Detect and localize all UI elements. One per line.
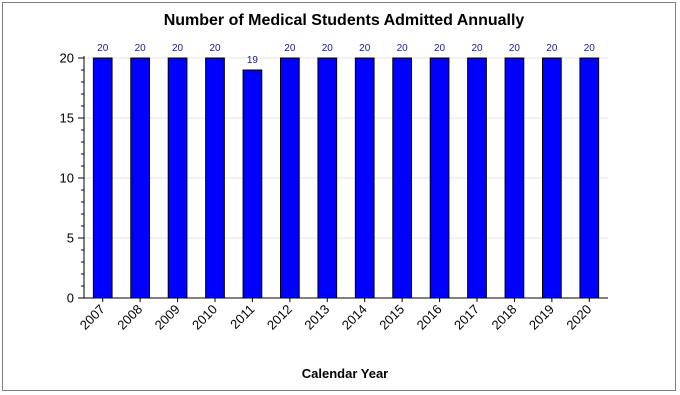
chart-title: Number of Medical Students Admitted Annu… bbox=[164, 12, 525, 29]
data-label: 20 bbox=[434, 43, 446, 54]
data-label: 20 bbox=[97, 43, 109, 54]
x-tick-label: 2010 bbox=[189, 302, 220, 333]
bar bbox=[542, 57, 562, 299]
data-label: 20 bbox=[359, 43, 371, 54]
bar bbox=[242, 69, 263, 299]
bar bbox=[167, 57, 188, 299]
x-tick-label: 2020 bbox=[563, 302, 594, 333]
data-label: 20 bbox=[397, 43, 409, 54]
data-label: 20 bbox=[172, 43, 184, 54]
x-tick-label: 2013 bbox=[301, 302, 332, 333]
data-label: 20 bbox=[209, 43, 221, 54]
y-tick-label: 15 bbox=[60, 111, 74, 126]
data-label: 20 bbox=[322, 43, 334, 54]
x-axis-label: Calendar Year bbox=[302, 366, 388, 381]
bar bbox=[317, 57, 338, 299]
x-tick-label: 2014 bbox=[339, 302, 370, 333]
data-label: 19 bbox=[247, 55, 259, 66]
bar bbox=[130, 57, 151, 299]
data-label: 20 bbox=[509, 43, 521, 54]
data-label: 20 bbox=[584, 43, 596, 54]
x-tick-label: 2011 bbox=[227, 302, 257, 332]
bar bbox=[467, 57, 487, 299]
bar bbox=[579, 57, 600, 299]
x-tick-label: 2017 bbox=[451, 302, 482, 333]
bar bbox=[205, 57, 225, 299]
x-tick-label: 2012 bbox=[264, 302, 295, 333]
bar bbox=[504, 57, 525, 299]
y-ticks-group: 0 5 10 15 20 bbox=[60, 51, 74, 306]
bar bbox=[354, 57, 375, 299]
bars-group bbox=[92, 57, 600, 299]
y-tick-label: 5 bbox=[67, 231, 74, 246]
bar bbox=[280, 57, 300, 299]
x-tick-label: 2007 bbox=[77, 302, 108, 333]
x-ticks-group: 2007 2008 2009 2010 2011 2012 2013 2014 2015 2016… bbox=[77, 302, 595, 333]
x-tick-label: 2015 bbox=[376, 302, 407, 333]
x-tick-label: 2018 bbox=[488, 302, 519, 333]
data-label: 20 bbox=[546, 43, 558, 54]
y-tick-label: 10 bbox=[60, 171, 74, 186]
x-tick-label: 2016 bbox=[414, 302, 445, 333]
gridlines bbox=[84, 57, 608, 239]
bar bbox=[92, 57, 113, 299]
y-tick-label: 0 bbox=[67, 291, 74, 306]
y-tick-label: 20 bbox=[60, 51, 74, 66]
data-label: 20 bbox=[284, 43, 296, 54]
x-tick-label: 2009 bbox=[152, 302, 183, 333]
data-labels-group: 20 20 20 20 19 20 20 20 20 20 20 20 20 20 bbox=[97, 43, 595, 66]
axes-group bbox=[78, 56, 608, 302]
data-label: 20 bbox=[135, 43, 147, 54]
chart-frame bbox=[2, 2, 676, 391]
data-label: 20 bbox=[471, 43, 483, 54]
x-tick-label: 2008 bbox=[114, 302, 145, 333]
x-tick-label: 2019 bbox=[526, 302, 557, 333]
bar bbox=[429, 57, 450, 299]
bar bbox=[392, 57, 412, 299]
